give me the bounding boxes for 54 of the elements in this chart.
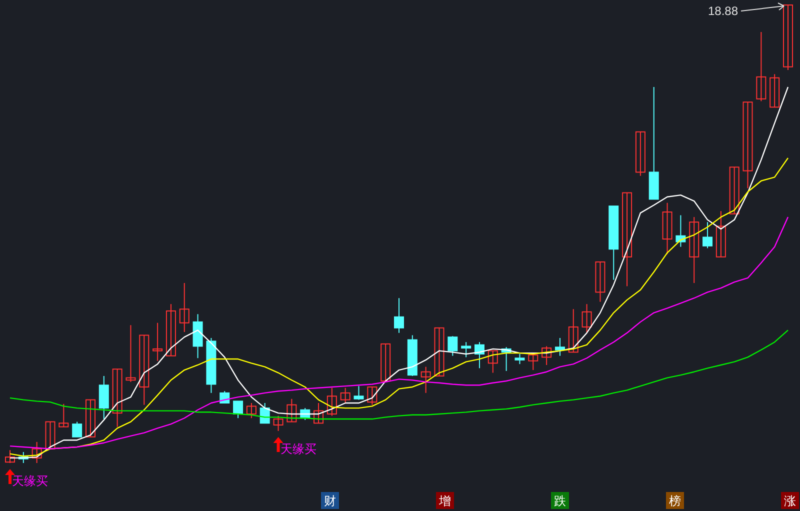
candlestick	[770, 74, 780, 108]
candlestick	[152, 322, 163, 362]
candlestick	[314, 402, 324, 424]
candlestick	[702, 222, 713, 249]
candlestick	[595, 261, 606, 302]
candlestick	[126, 324, 136, 382]
candlestick	[45, 421, 56, 450]
candlestick	[689, 216, 700, 284]
candlestick	[85, 399, 96, 438]
candlestick	[246, 402, 256, 419]
candlestick	[72, 421, 82, 438]
candlestick	[461, 342, 472, 358]
candlestick	[729, 166, 740, 214]
candlestick	[742, 102, 753, 189]
text: 榜	[669, 494, 681, 508]
candlestick	[568, 308, 578, 353]
candlestick	[286, 398, 297, 422]
text: 涨	[784, 494, 796, 508]
candlestick	[32, 441, 42, 464]
text: 天缘买	[12, 474, 48, 488]
candlestick	[448, 336, 458, 356]
candlestick	[354, 386, 364, 400]
candlestick	[58, 403, 69, 428]
candlestick	[716, 210, 726, 258]
candlestick	[514, 353, 525, 365]
candlestick	[542, 346, 552, 366]
candlestick	[394, 298, 404, 334]
candlestick	[166, 304, 176, 356]
candlestick	[434, 327, 444, 376]
candlestick	[367, 386, 378, 406]
candlestick	[635, 131, 646, 176]
candlestick	[5, 450, 15, 464]
candlestick	[554, 337, 565, 356]
candlestick	[233, 400, 244, 419]
text: 增	[438, 494, 451, 508]
candlestick	[326, 387, 337, 416]
candlestick	[139, 334, 150, 406]
candlestick	[756, 32, 766, 102]
candlestick	[112, 368, 122, 428]
candlestick	[340, 387, 350, 404]
candlestick	[582, 304, 592, 334]
text: 跌	[554, 494, 566, 508]
candlestick	[380, 343, 391, 382]
annotation: 天缘买	[280, 442, 316, 456]
annotation: 18.88	[708, 4, 738, 18]
candlestick	[622, 192, 632, 287]
candlestick	[662, 202, 672, 255]
candlestick	[273, 415, 284, 432]
candlestick	[488, 350, 498, 374]
candlestick	[528, 352, 538, 371]
text: 财	[324, 494, 336, 508]
candlestick	[420, 366, 431, 394]
candlestick	[179, 282, 190, 333]
candlestick	[98, 375, 109, 420]
